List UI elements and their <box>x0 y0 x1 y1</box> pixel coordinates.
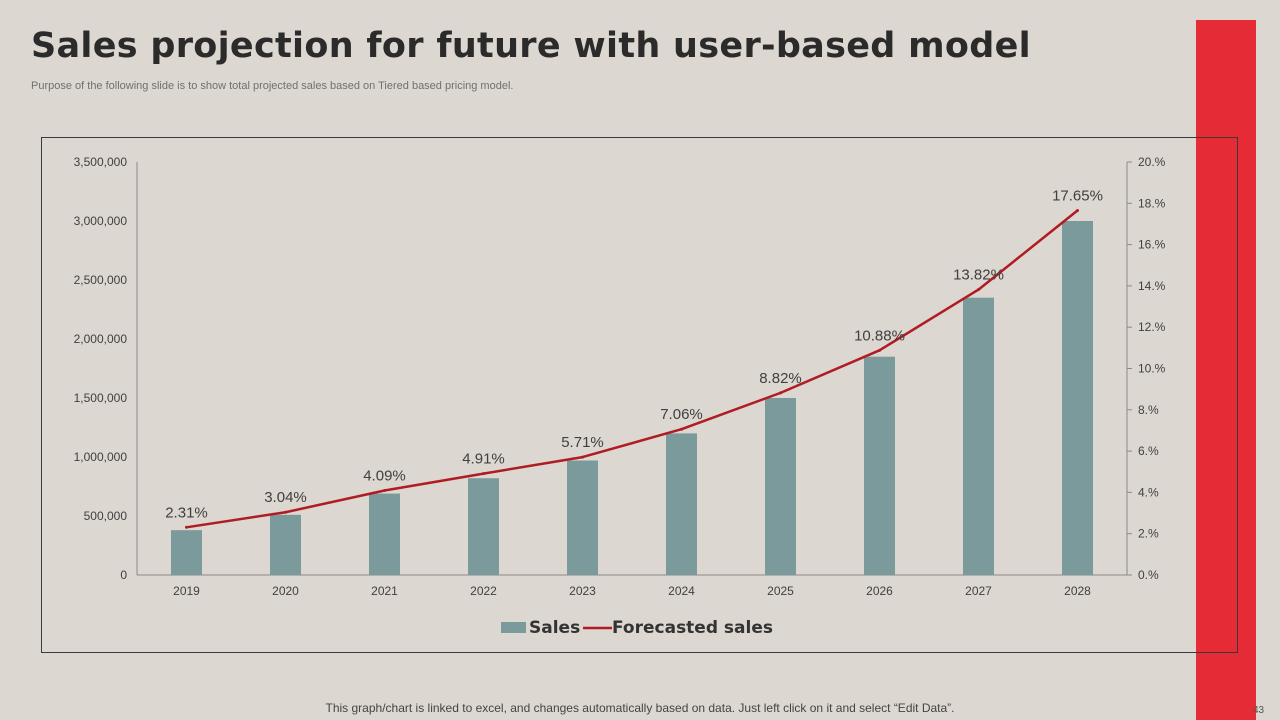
legend-sales-label: Sales <box>529 618 580 638</box>
x-tick-label: 2023 <box>569 584 596 598</box>
y-left-tick-label: 3,000,000 <box>74 214 128 228</box>
slide-subtitle: Purpose of the following slide is to sho… <box>31 80 514 92</box>
y-left-tick-label: 1,000,000 <box>74 450 128 464</box>
forecasted-sales-line <box>186 209 1079 529</box>
sales-bar <box>567 460 598 575</box>
y-right-tick-label: 14.% <box>1138 279 1166 293</box>
forecast-data-label: 4.09% <box>363 468 406 485</box>
x-tick-label: 2025 <box>767 584 794 598</box>
legend-sales-swatch <box>501 622 526 633</box>
y-left-tick-label: 2,500,000 <box>74 273 128 287</box>
y-left-tick-label: 1,500,000 <box>74 391 128 405</box>
forecasted-sales-point <box>482 472 485 476</box>
y-right-tick-label: 8.% <box>1138 403 1159 417</box>
forecasted-sales-point <box>680 427 683 431</box>
forecast-data-label: 7.06% <box>660 406 703 423</box>
page-number: 43 <box>1253 705 1265 716</box>
sales-bar <box>369 493 400 575</box>
y-left-tick-label: 500,000 <box>84 509 128 523</box>
y-right-tick-label: 12.% <box>1138 320 1166 334</box>
chart-frame[interactable]: 0 500,000 1,000,000 1,500,000 2,000,000 2,500… <box>41 137 1238 653</box>
y-left-tick-label: 3,500,000 <box>74 155 128 169</box>
legend-forecast-label: Forecasted sales <box>612 618 773 638</box>
forecast-data-label: 3.04% <box>264 489 307 506</box>
sales-bar <box>765 398 796 575</box>
y-right-tick-label: 18.% <box>1138 196 1166 210</box>
forecasted-sales-point <box>977 288 980 292</box>
forecast-data-label: 17.65% <box>1052 188 1103 205</box>
x-tick-label: 2027 <box>965 584 992 598</box>
forecast-data-label: 10.88% <box>854 327 905 344</box>
forecasted-sales-point <box>185 525 188 529</box>
y-right-tick-label: 10.% <box>1138 362 1166 376</box>
sales-bar <box>1062 221 1093 575</box>
x-tick-label: 2022 <box>470 584 497 598</box>
forecasted-sales-point <box>383 489 386 493</box>
sales-bar <box>963 297 994 575</box>
y-right-tick-label: 6.% <box>1138 444 1159 458</box>
sales-bar <box>468 478 499 575</box>
accent-bar <box>1196 20 1256 720</box>
x-tick-label: 2020 <box>272 584 299 598</box>
forecasted-sales-point <box>1076 209 1079 213</box>
sales-bar <box>270 514 301 575</box>
forecast-data-label: 4.91% <box>462 451 505 468</box>
slide-title: Sales projection for future with user-ba… <box>31 26 1031 66</box>
y-right-tick-label: 2.% <box>1138 527 1159 541</box>
y-right-tick-label: 16.% <box>1138 238 1166 252</box>
x-tick-label: 2021 <box>371 584 398 598</box>
forecasted-sales-point <box>581 455 584 459</box>
sales-bar <box>171 530 202 575</box>
sales-bar <box>864 356 895 575</box>
y-left-tick-label: 0 <box>120 568 127 582</box>
sales-bar <box>666 433 697 575</box>
forecast-data-label: 5.71% <box>561 434 604 451</box>
forecasted-sales-point <box>779 391 782 395</box>
forecasted-sales-point <box>878 348 881 352</box>
x-tick-label: 2026 <box>866 584 893 598</box>
forecasted-sales-point <box>284 510 287 514</box>
sales-projection-chart[interactable]: 0 500,000 1,000,000 1,500,000 2,000,000 2,500… <box>42 138 1237 652</box>
x-tick-label: 2028 <box>1064 584 1091 598</box>
y-left-tick-label: 2,000,000 <box>74 332 128 346</box>
y-right-tick-label: 20.% <box>1138 155 1166 169</box>
forecast-data-label: 13.82% <box>953 267 1004 284</box>
y-right-tick-label: 4.% <box>1138 485 1159 499</box>
footer-note: This graph/chart is linked to excel, and… <box>325 701 955 715</box>
forecast-data-label: 8.82% <box>759 370 802 387</box>
y-right-tick-label: 0.% <box>1138 568 1159 582</box>
forecast-data-label: 2.31% <box>165 504 208 521</box>
x-tick-label: 2024 <box>668 584 695 598</box>
x-tick-label: 2019 <box>173 584 200 598</box>
